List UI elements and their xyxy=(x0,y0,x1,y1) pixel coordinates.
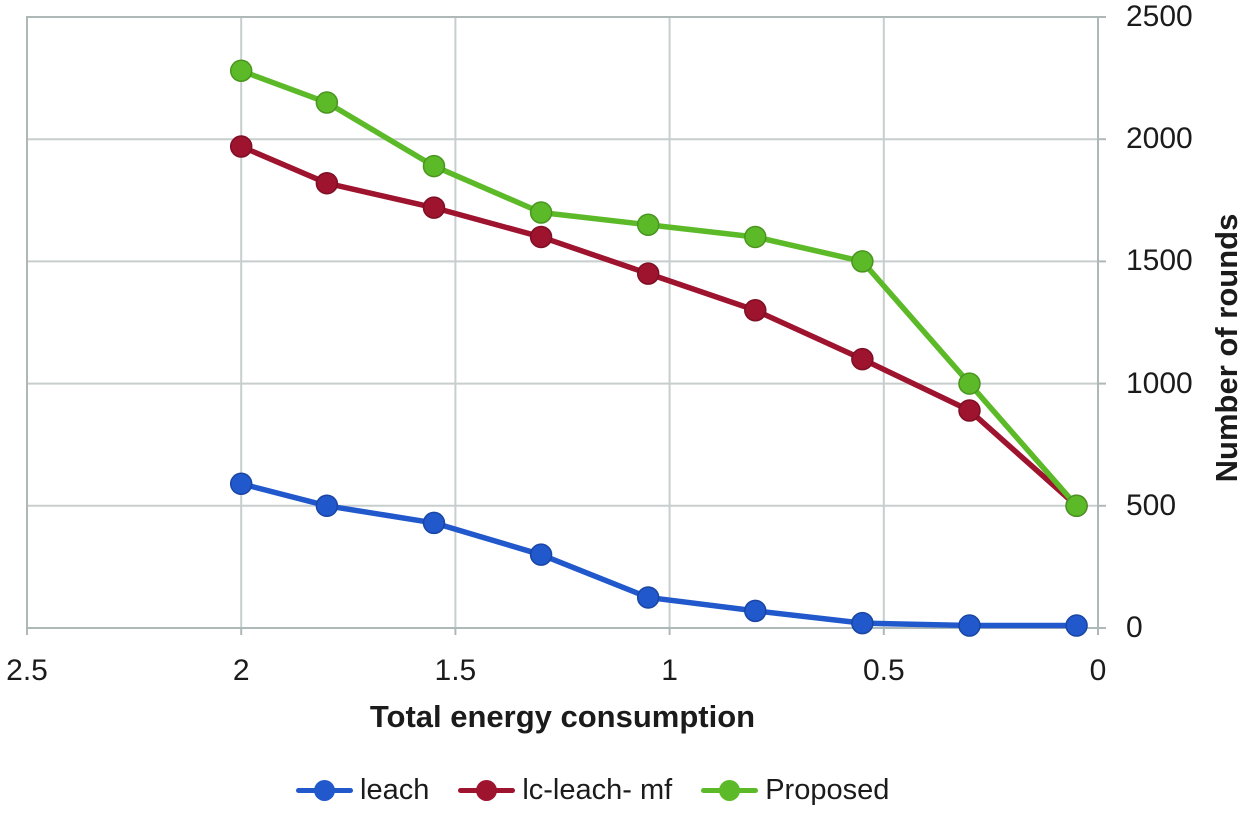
y-tick-label: 2500 xyxy=(1126,0,1193,33)
legend-label: leach xyxy=(360,774,430,806)
x-tick-label: 2 xyxy=(232,654,250,687)
x-tick-label: 1 xyxy=(661,654,678,687)
legend-dot-icon xyxy=(314,779,335,801)
data-point-leach xyxy=(422,511,446,535)
data-point-Proposed xyxy=(229,59,253,83)
data-point-lc-leach-mf xyxy=(229,135,253,158)
data-point-lc-leach-mf xyxy=(958,399,981,422)
data-point-Proposed xyxy=(529,201,553,224)
y-tick-label: 500 xyxy=(1126,488,1177,522)
legend-label: Proposed xyxy=(765,774,890,806)
y-axis-title: Number of rounds xyxy=(1209,213,1244,483)
y-tick-label: 1500 xyxy=(1126,244,1193,278)
x-tick-label: 0 xyxy=(1089,654,1107,687)
x-axis-title: Total energy consumption xyxy=(369,699,756,734)
legend-marker-icon xyxy=(458,779,516,801)
data-point-leach xyxy=(229,472,253,496)
legend-item-lc-leach-mf: lc-leach- mf xyxy=(458,773,672,807)
legend-label: lc-leach- mf xyxy=(522,774,673,806)
data-point-leach xyxy=(851,611,874,635)
data-point-lc-leach-mf xyxy=(744,299,767,322)
data-point-lc-leach-mf xyxy=(851,347,874,371)
data-point-lc-leach-mf xyxy=(529,225,553,249)
data-point-lc-leach-mf xyxy=(315,171,339,195)
x-tick-label: 0.5 xyxy=(862,654,905,687)
x-tick-label: 2.5 xyxy=(6,654,48,687)
data-point-Proposed xyxy=(636,213,660,236)
data-point-lc-leach-mf xyxy=(422,196,446,219)
legend-dot-icon xyxy=(476,779,498,801)
legend-item-Proposed: Proposed xyxy=(701,773,889,807)
data-point-leach xyxy=(636,586,660,609)
x-tick-label: 1.5 xyxy=(434,654,477,687)
data-point-Proposed xyxy=(958,372,981,395)
data-point-Proposed xyxy=(1065,494,1088,518)
legend-marker-icon xyxy=(296,779,353,801)
legend-item-leach: leach xyxy=(296,773,429,807)
y-tick-label: 2000 xyxy=(1126,122,1193,156)
data-point-Proposed xyxy=(744,225,767,249)
data-point-Proposed xyxy=(422,154,446,178)
data-point-lc-leach-mf xyxy=(636,262,660,285)
plot-border xyxy=(26,16,1099,629)
data-point-leach xyxy=(315,494,339,518)
legend-marker-icon xyxy=(701,779,759,801)
legend: leach lc-leach- mf Proposed xyxy=(296,770,889,810)
series-line-Proposed xyxy=(238,68,1080,509)
data-point-Proposed xyxy=(315,91,339,114)
series-line-lc-leach-mf xyxy=(238,143,1080,509)
legend-dot-icon xyxy=(719,779,741,801)
data-point-leach xyxy=(744,599,767,623)
data-point-leach xyxy=(1065,614,1088,637)
data-point-leach xyxy=(958,614,981,637)
data-point-Proposed xyxy=(851,250,874,273)
y-tick-label: 0 xyxy=(1126,611,1143,644)
data-point-leach xyxy=(529,543,553,566)
y-tick-label: 1000 xyxy=(1126,366,1193,400)
